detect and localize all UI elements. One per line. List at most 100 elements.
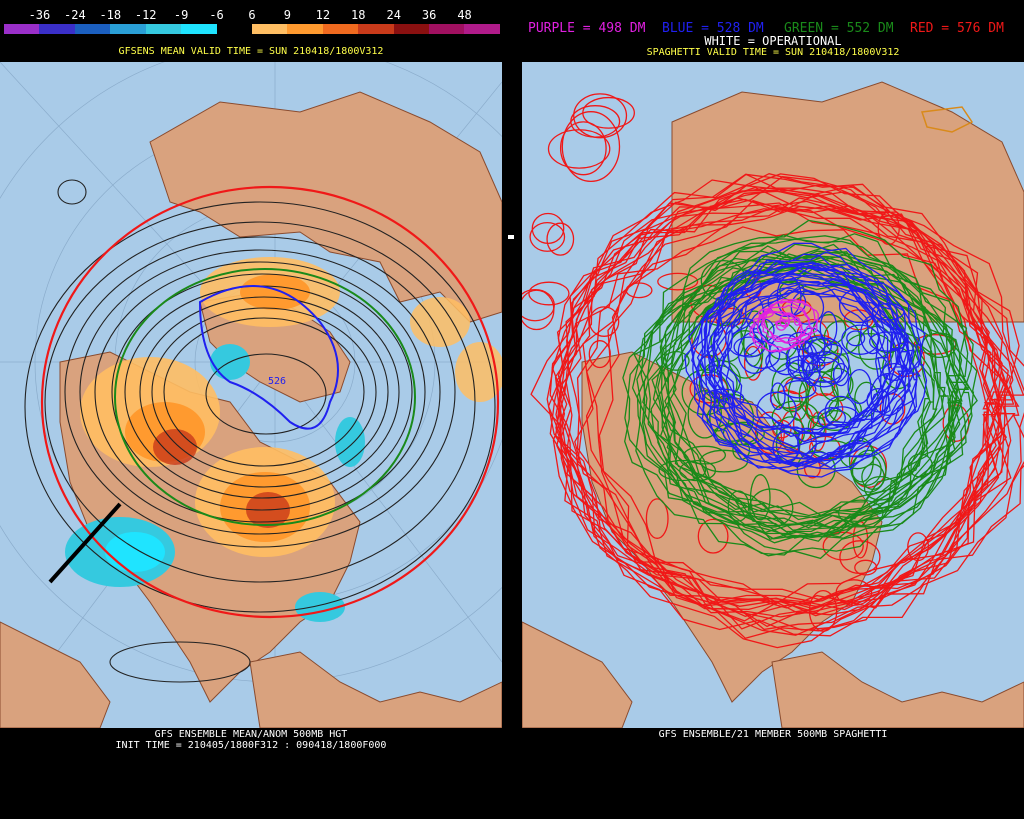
spaghetti-loop — [657, 272, 699, 291]
key-green: GREEN = 552 DM — [784, 21, 894, 36]
spaghetti-loop — [733, 336, 766, 358]
spaghetti-loop — [907, 532, 930, 562]
spaghetti-contour — [703, 242, 922, 448]
spaghetti-contour — [761, 300, 818, 340]
spaghetti-contour — [672, 250, 959, 539]
spaghetti-loop — [870, 372, 907, 416]
spaghetti-loop — [819, 311, 838, 345]
legend-swatch — [429, 24, 465, 34]
legend-swatch — [464, 24, 500, 34]
blue-spaghetti-contours — [684, 242, 928, 478]
spaghetti-loop — [559, 121, 607, 176]
spaghetti-loop — [866, 387, 890, 413]
spaghetti-loop — [804, 393, 844, 426]
legend-swatch — [145, 24, 182, 34]
spaghetti-contour — [660, 243, 974, 540]
spaghetti-loop — [822, 531, 864, 561]
spaghetti-loop — [808, 589, 838, 632]
spaghetti-loop — [744, 340, 781, 369]
spaghetti-loop — [816, 343, 850, 384]
key-purple: PURPLE = 498 DM — [528, 21, 646, 36]
spaghetti-loop — [528, 281, 570, 306]
left-panel: -36 -24 -18 -12 -9 -6 6 9 12 18 24 36 48 GFSENS MEAN… — [0, 0, 502, 819]
spaghetti-loop — [749, 474, 771, 521]
legend-label: 18 — [351, 8, 366, 22]
spaghetti-loop — [625, 282, 653, 299]
legend-swatch — [393, 24, 430, 34]
spaghetti-contour — [640, 250, 930, 556]
spaghetti-contour — [697, 290, 888, 460]
trough-axis-line — [48, 502, 122, 584]
legend-label: -12 — [134, 8, 157, 22]
spaghetti-loop — [779, 314, 791, 328]
red-contour-576 — [40, 185, 500, 619]
spaghetti-loop — [683, 445, 727, 465]
spaghetti-map — [522, 62, 1024, 728]
spaghetti-loop — [793, 317, 801, 326]
anomaly-legend-bar — [4, 24, 500, 34]
anomaly-legend-labels: -36 -24 -18 -12 -9 -6 6 9 12 18 24 36 48 — [4, 8, 500, 22]
spaghetti-loop — [854, 559, 878, 576]
spaghetti-loop — [797, 427, 817, 459]
spaghetti-loop — [662, 350, 690, 371]
right-panel: PURPLE = 498 DM BLUE = 528 DM GREEN = 55… — [522, 0, 1024, 819]
spaghetti-contour — [722, 265, 915, 436]
legend-swatch — [74, 24, 111, 34]
spaghetti-loop — [871, 302, 905, 321]
spaghetti-loop — [832, 362, 850, 387]
spaghetti-contour — [652, 233, 961, 526]
spaghetti-loop — [850, 453, 882, 486]
spaghetti-loop — [645, 498, 669, 539]
spaghetti-loop — [531, 212, 565, 245]
purple-spaghetti-contours — [748, 298, 819, 353]
spaghetti-loop — [546, 222, 575, 256]
spaghetti-contour — [715, 251, 907, 435]
spaghetti-loop — [756, 391, 797, 430]
spaghetti-contour — [585, 197, 1005, 628]
spaghetti-loop — [837, 499, 884, 527]
panel-divider — [502, 0, 522, 819]
blue-contour-528 — [198, 285, 339, 430]
spaghetti-contour — [554, 193, 1011, 618]
legend-label: 36 — [421, 8, 437, 22]
spaghetti-loop — [835, 579, 873, 606]
spaghetti-loop — [841, 324, 880, 355]
spaghetti-loop — [846, 330, 866, 347]
legend-label: 9 — [283, 8, 292, 22]
legend-label: -9 — [173, 8, 189, 22]
right-map-title: SPAGHETTI VALID TIME = SUN 210418/1800V3… — [646, 47, 900, 58]
spaghetti-loop — [839, 540, 881, 575]
spaghetti-contour — [684, 279, 910, 467]
legend-label: 12 — [315, 8, 331, 22]
spaghetti-loop — [658, 459, 707, 482]
left-footer-title: GFS ENSEMBLE MEAN/ANOM 500MB HGT — [154, 729, 348, 740]
spaghetti-loop — [785, 355, 826, 374]
spaghetti-loop — [689, 374, 728, 404]
spaghetti-loop — [588, 306, 620, 337]
legend-swatch — [4, 24, 40, 34]
spaghetti-loop — [942, 404, 970, 442]
key-white: WHITE = OPERATIONAL — [704, 34, 842, 48]
spaghetti-loop — [805, 356, 843, 388]
spaghetti-loop — [748, 488, 794, 528]
legend-swatch — [287, 24, 323, 34]
spaghetti-loop — [825, 406, 859, 427]
spaghetti-loop — [547, 129, 611, 169]
spaghetti-loop — [817, 407, 846, 429]
spaghetti-contour — [756, 304, 813, 350]
legend-label: -6 — [209, 8, 224, 22]
spaghetti-loop — [522, 289, 555, 331]
left-map-title: GFSENS MEAN VALID TIME = SUN 210418/1800… — [118, 46, 384, 57]
green-contour-552 — [114, 268, 416, 526]
legend-label: -24 — [64, 8, 86, 22]
right-footer-title: GFS ENSEMBLE/21 MEMBER 500MB SPAGHETTI — [658, 729, 888, 740]
spaghetti-loop — [848, 437, 874, 483]
contour-value-label: 526 — [268, 376, 286, 387]
spaghetti-loop — [588, 340, 611, 369]
spaghetti-loop — [775, 320, 787, 331]
spaghetti-loop — [573, 93, 628, 139]
spaghetti-loop — [847, 368, 872, 405]
legend-swatch — [251, 24, 288, 34]
spaghetti-loop — [561, 111, 621, 183]
spaghetti-loop — [727, 490, 750, 522]
